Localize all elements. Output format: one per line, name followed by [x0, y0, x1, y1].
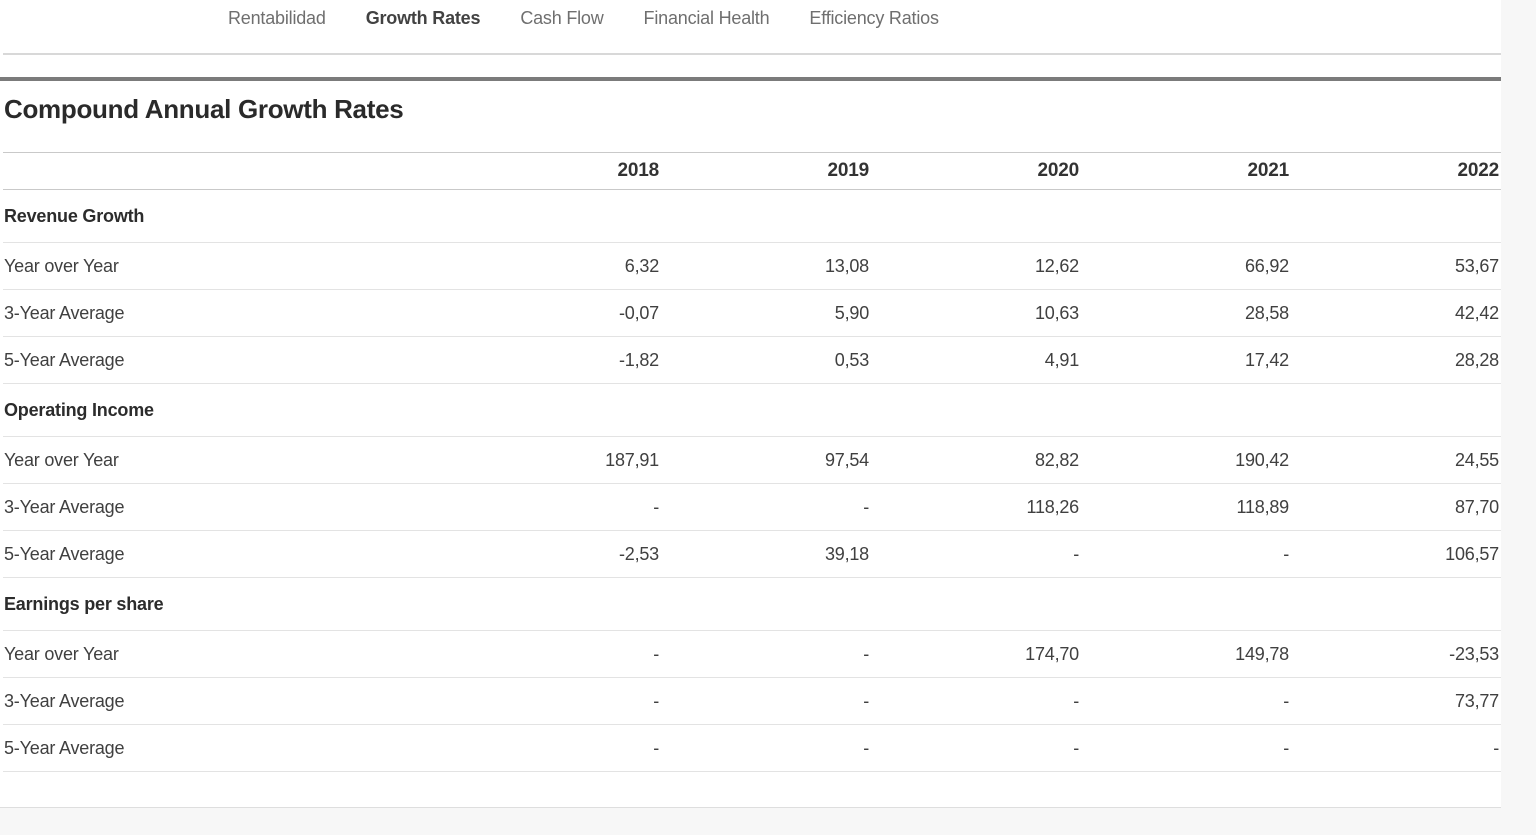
table-row: Year over Year - - 174,70 149,78 -23,53	[3, 631, 1501, 678]
table-row: 3-Year Average - - - - 73,77	[3, 678, 1501, 725]
section-title: Revenue Growth	[4, 205, 145, 226]
cell-value: 106,57	[1445, 543, 1499, 564]
tab-bar: Rentabilidad Growth Rates Cash Flow Fina…	[0, 0, 1501, 29]
cell-value: 13,08	[824, 255, 869, 276]
cell-value: -	[863, 496, 869, 517]
section-divider-bar	[0, 77, 1501, 81]
column-header-2020: 2020	[1037, 160, 1080, 181]
cell-value: 118,26	[1026, 496, 1079, 517]
row-label: Year over Year	[4, 643, 119, 664]
cell-value: 42,42	[1454, 302, 1499, 323]
row-label: 3-Year Average	[4, 302, 125, 323]
growth-rates-table: 2018 2019 2020 2021 2022 Revenue Growth …	[3, 152, 1501, 772]
row-label: 3-Year Average	[4, 496, 125, 517]
cell-value: 5,90	[834, 302, 869, 323]
cell-value: -	[653, 737, 659, 758]
tab-divider	[3, 53, 1501, 55]
cell-value: -	[653, 690, 659, 711]
column-header-2022: 2022	[1457, 160, 1500, 181]
table-row: Year over Year 6,32 13,08 12,62 66,92 53…	[3, 243, 1501, 290]
tab-financial-health[interactable]: Financial Health	[643, 8, 770, 28]
cell-value: -	[1073, 737, 1079, 758]
table-row: 3-Year Average -0,07 5,90 10,63 28,58 42…	[3, 290, 1501, 337]
cell-value: -	[1283, 737, 1289, 758]
cell-value: 73,77	[1454, 690, 1499, 711]
cell-value: 53,67	[1454, 255, 1499, 276]
section-title: Operating Income	[4, 399, 154, 420]
table-row: Year over Year 187,91 97,54 82,82 190,42…	[3, 437, 1501, 484]
cell-value: 0,53	[834, 349, 869, 370]
cell-value: 28,58	[1244, 302, 1289, 323]
column-header-2021: 2021	[1247, 160, 1290, 181]
cell-value: 39,18	[824, 543, 869, 564]
cell-value: -	[1283, 543, 1289, 564]
column-header-2019: 2019	[827, 160, 870, 181]
cell-value: 6,32	[624, 255, 659, 276]
cell-value: 10,63	[1034, 302, 1079, 323]
cell-value: 174,70	[1025, 643, 1079, 664]
tab-efficiency-ratios[interactable]: Efficiency Ratios	[809, 8, 939, 28]
cell-value: -	[1073, 543, 1079, 564]
cell-value: 66,92	[1244, 255, 1289, 276]
cell-value: 187,91	[605, 449, 659, 470]
tab-cash-flow[interactable]: Cash Flow	[520, 8, 604, 28]
tab-rentabilidad[interactable]: Rentabilidad	[228, 8, 326, 28]
row-label: 5-Year Average	[4, 737, 125, 758]
cell-value: 149,78	[1235, 643, 1289, 664]
cell-value: 24,55	[1454, 449, 1499, 470]
section-header-revenue-growth: Revenue Growth	[3, 190, 1501, 243]
cell-value: 118,89	[1236, 496, 1289, 517]
cell-value: -	[653, 496, 659, 517]
cell-value: 82,82	[1034, 449, 1079, 470]
row-label: Year over Year	[4, 255, 119, 276]
content-panel: Rentabilidad Growth Rates Cash Flow Fina…	[0, 0, 1501, 808]
cell-value: 87,70	[1454, 496, 1499, 517]
cell-value: -	[653, 643, 659, 664]
cell-value: 97,54	[824, 449, 869, 470]
table-row: 3-Year Average - - 118,26 118,89 87,70	[3, 484, 1501, 531]
cell-value: 28,28	[1454, 349, 1499, 370]
cell-value: 4,91	[1044, 349, 1079, 370]
tab-growth-rates[interactable]: Growth Rates	[365, 8, 481, 28]
cell-value: -2,53	[618, 543, 659, 564]
table-header-row: 2018 2019 2020 2021 2022	[3, 152, 1501, 190]
cell-value: 12,62	[1034, 255, 1079, 276]
cell-value: -	[1493, 737, 1499, 758]
cell-value: -	[863, 737, 869, 758]
row-label: Year over Year	[4, 449, 119, 470]
table-row: 5-Year Average -1,82 0,53 4,91 17,42 28,…	[3, 337, 1501, 384]
table-row: 5-Year Average -2,53 39,18 - - 106,57	[3, 531, 1501, 578]
cell-value: -1,82	[618, 349, 659, 370]
cell-value: 17,42	[1244, 349, 1289, 370]
cell-value: -	[1283, 690, 1289, 711]
cell-value: 190,42	[1235, 449, 1289, 470]
page-title: Compound Annual Growth Rates	[4, 94, 404, 124]
cell-value: -23,53	[1449, 643, 1499, 664]
section-header-operating-income: Operating Income	[3, 384, 1501, 437]
section-header-earnings-per-share: Earnings per share	[3, 578, 1501, 631]
cell-value: -	[863, 690, 869, 711]
cell-value: -0,07	[618, 302, 659, 323]
section-title: Earnings per share	[4, 593, 164, 614]
row-label: 5-Year Average	[4, 349, 125, 370]
row-label: 3-Year Average	[4, 690, 125, 711]
cell-value: -	[863, 643, 869, 664]
column-header-2018: 2018	[617, 160, 660, 181]
row-label: 5-Year Average	[4, 543, 125, 564]
table-row: 5-Year Average - - - - -	[3, 725, 1501, 772]
cell-value: -	[1073, 690, 1079, 711]
